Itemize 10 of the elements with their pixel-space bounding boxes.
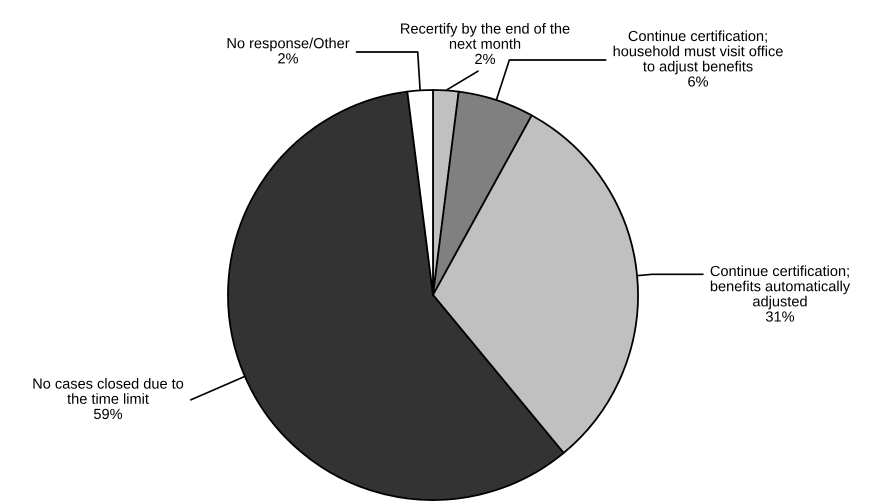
slice-label: Continue certification; benefits automatically adjusted xyxy=(710,265,850,310)
slice-label: Continue certification; household must visit office to adjust benefits xyxy=(614,30,783,74)
slice-label: No cases closed due to the time limit xyxy=(33,378,184,404)
data-label: 2% xyxy=(475,54,496,64)
data-label: 59% xyxy=(94,408,122,420)
slice-label: Recertify by the end of the next month xyxy=(401,23,570,49)
slice-label: No response/Other xyxy=(228,38,350,52)
data-label: 6% xyxy=(688,76,708,87)
data-label: 31% xyxy=(766,311,794,322)
data-label: 2% xyxy=(278,53,298,64)
